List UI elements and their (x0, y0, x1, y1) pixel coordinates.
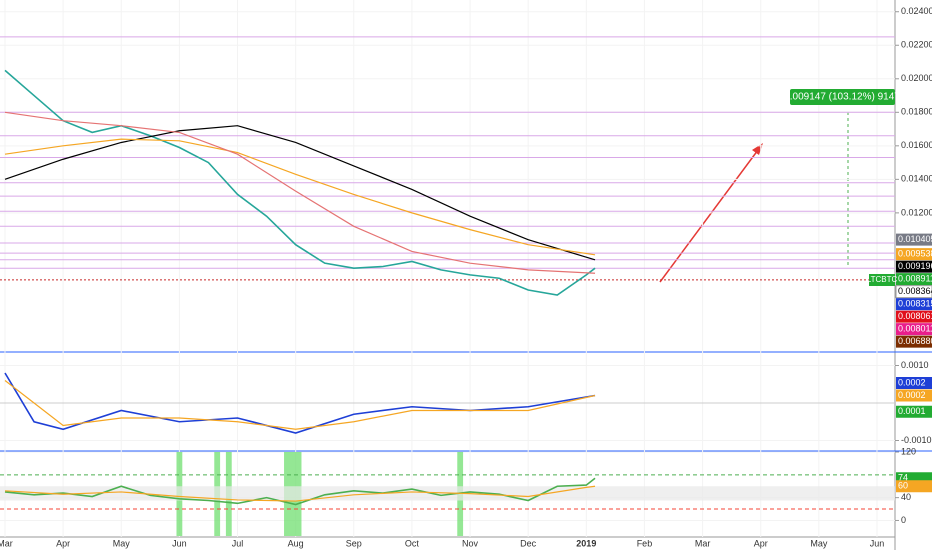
x-tick-label: Sep (346, 538, 362, 548)
x-tick-label: Nov (462, 538, 479, 548)
series-line (4, 138, 596, 256)
x-tick-label: Jun (870, 538, 885, 548)
x-tick-label: Apr (754, 538, 768, 548)
price-label: 0.008315 (898, 299, 932, 309)
x-tick-label: Mar (0, 538, 13, 548)
price-label: 0.008061 (898, 311, 932, 321)
series-line (4, 125, 596, 261)
x-tick-label: Feb (637, 538, 653, 548)
price-label-box (896, 248, 932, 261)
x-tick-label: May (113, 538, 131, 548)
x-tick-label: Jun (172, 538, 187, 548)
price-label-box (896, 273, 932, 286)
x-tick-label: Jul (232, 538, 244, 548)
value-label-box (896, 405, 932, 418)
series-line (4, 380, 596, 430)
price-label: 0.008364 (898, 286, 932, 296)
price-label-box (896, 310, 932, 323)
price-label: 0.009196 (898, 261, 932, 271)
price-label: 0.009538 (898, 249, 932, 259)
price-label: 0.006880 (898, 336, 932, 346)
value-label: 74 (898, 473, 908, 483)
price-label-box (896, 323, 932, 336)
target-box (790, 89, 895, 105)
series-line (4, 111, 596, 274)
value-label: 0.0002 (898, 377, 926, 387)
price-label-box (896, 335, 932, 348)
x-tick-label: Oct (405, 538, 420, 548)
x-tick-label: Dec (520, 538, 537, 548)
x-tick-label: Mar (695, 538, 711, 548)
x-tick-label: May (810, 538, 828, 548)
price-label-box (896, 233, 932, 246)
series-line (4, 485, 596, 502)
y-tick-label: -0.0010 (901, 435, 932, 445)
x-tick-label: 2019 (576, 538, 596, 548)
value-label-box (896, 480, 932, 493)
value-label-box (896, 389, 932, 402)
price-label: 0.010405 (898, 234, 932, 244)
y-tick-label: 120 (901, 446, 916, 456)
value-label: 0.0001 (898, 406, 926, 416)
y-tick-label: 0.0010 (901, 360, 929, 370)
symbol-label: LTCBTC (867, 275, 898, 284)
series-line (4, 69, 596, 296)
x-tick-label: Aug (288, 538, 304, 548)
symbol-box (869, 274, 895, 286)
price-label: 0.008911 (898, 274, 932, 284)
price-label-box (895, 285, 932, 299)
value-label-box (896, 377, 932, 389)
value-label: 60 (898, 481, 908, 491)
price-label-box (896, 298, 932, 311)
price-label-box (896, 260, 932, 273)
price-label: 0.008011 (898, 324, 932, 334)
y-tick-label: 40 (901, 492, 911, 502)
target-label: 0.009147 (103.12%) 9147 (784, 92, 900, 103)
y-tick-label: 0 (901, 515, 906, 525)
value-label: 0.0002 (898, 390, 926, 400)
x-tick-label: Apr (56, 538, 70, 548)
